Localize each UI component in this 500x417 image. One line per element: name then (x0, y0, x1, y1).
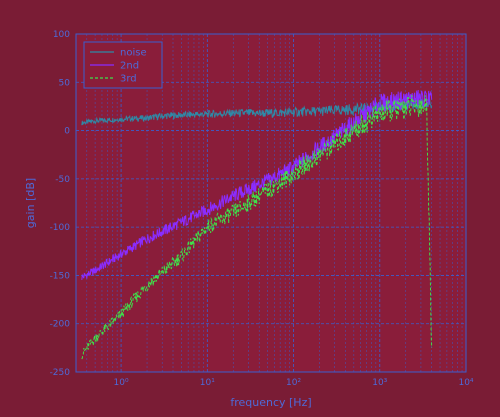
x-axis-label: frequency [Hz] (230, 396, 311, 409)
major-grid (76, 33, 467, 373)
series-line-2nd (81, 89, 433, 280)
y-tick-label: -50 (55, 175, 70, 185)
y-tick-label: 0 (64, 127, 70, 137)
minor-grid (75, 34, 463, 372)
y-tick-label: -250 (50, 368, 71, 378)
series-line-3rd (81, 95, 433, 360)
y-axis-label: gain [dB] (24, 178, 37, 228)
x-tick-label: 10⁴ (458, 378, 473, 388)
legend-label-noise: noise (120, 48, 147, 59)
legend-label-2nd: 2nd (120, 61, 139, 72)
y-tick-label: 100 (53, 30, 70, 40)
x-tick-label: 10⁰ (114, 378, 129, 388)
x-tick-label: 10² (286, 378, 301, 388)
plot-area (75, 33, 467, 373)
x-tick-label: 10¹ (200, 378, 215, 388)
y-tick-labels: 100 50 0 -50 -100 -150 -200 -250 (50, 30, 71, 378)
y-tick-label: -200 (50, 320, 71, 330)
legend-label-3rd: 3rd (120, 74, 137, 85)
y-tick-label: -150 (50, 271, 71, 281)
series-layer (81, 89, 433, 360)
y-tick-label: 50 (59, 78, 71, 88)
x-tick-labels: 10⁰ 10¹ 10² 10³ 10⁴ (114, 378, 474, 388)
legend: noise 2nd 3rd (83, 41, 163, 89)
y-tick-label: -100 (50, 223, 71, 233)
x-tick-label: 10³ (372, 378, 387, 388)
